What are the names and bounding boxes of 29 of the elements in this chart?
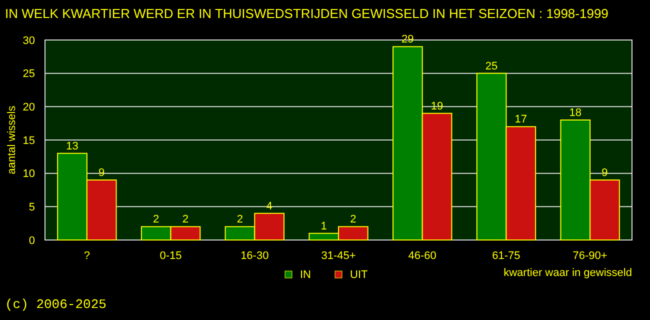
x-axis-title: kwartier waar in gewisseld: [504, 267, 632, 279]
data-label: 17: [514, 114, 528, 126]
data-label: 2: [236, 214, 244, 226]
data-label: 25: [485, 60, 498, 72]
y-axis-title: aantal wissels: [6, 105, 18, 174]
x-tick-label: 0-15: [160, 250, 182, 262]
x-tick-label: 31-45+: [321, 250, 356, 262]
data-label: 18: [569, 107, 582, 119]
data-label: 13: [66, 140, 78, 152]
legend-label: IN: [300, 269, 312, 281]
data-label: 2: [153, 214, 160, 226]
data-label: 2: [350, 214, 356, 226]
legend-label: UIT: [350, 269, 368, 281]
data-label: 2: [182, 214, 189, 226]
x-tick-label: ?: [84, 250, 90, 262]
x-tick-label: 61-75: [492, 250, 520, 262]
data-label: 1: [320, 220, 327, 232]
y-tick-label: 0: [28, 234, 35, 247]
y-tick-label: 5: [28, 202, 35, 214]
text: (c) 2006-2025: [5, 297, 106, 312]
y-tick-label: 20: [22, 102, 35, 114]
y-tick-label: 10: [22, 168, 35, 180]
x-tick-label: 76-90+: [572, 250, 608, 262]
y-tick-label: 30: [22, 34, 35, 47]
chart-title: IN WELK KWARTIER WERD ER IN THUISWEDSTRIJDEN GEWISSELD IN HET SEIZOEN : 1998-1999: [5, 6, 608, 21]
x-tick-label: 46-60: [408, 250, 436, 262]
x-tick-label: 16-30: [240, 250, 269, 262]
y-tick-label: 25: [22, 68, 35, 80]
y-tick-label: 15: [22, 134, 35, 147]
